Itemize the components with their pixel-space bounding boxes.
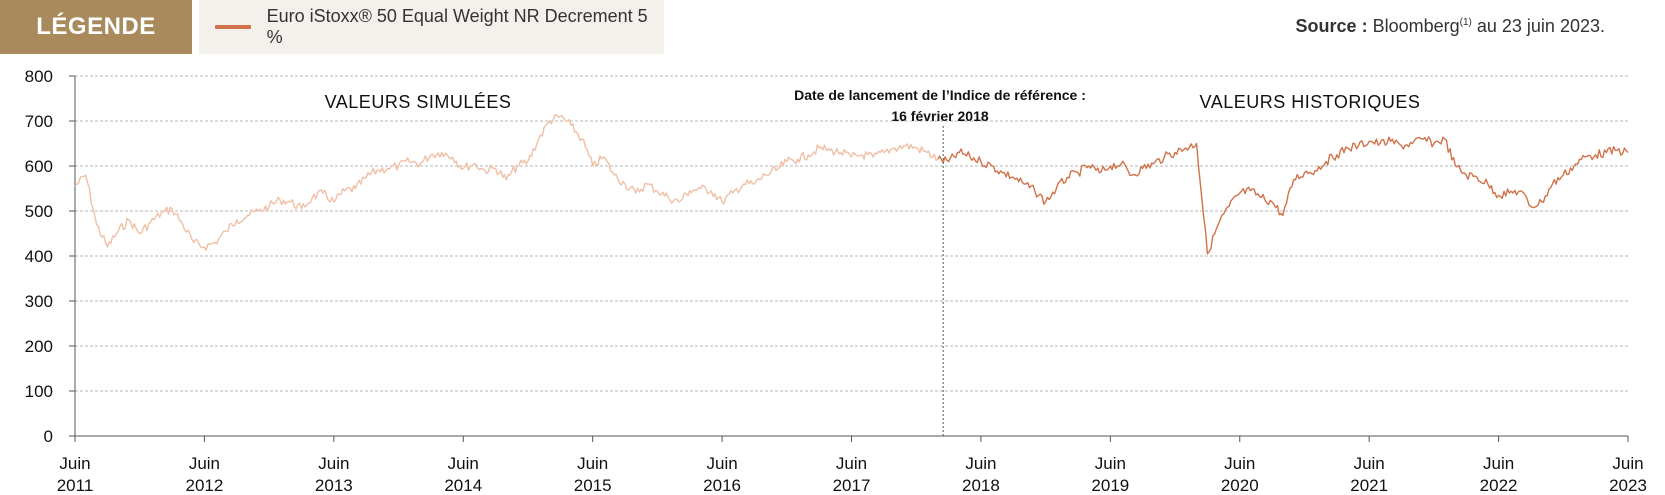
legend-series-label: Euro iStoxx® 50 Equal Weight NR Decremen…	[266, 6, 648, 47]
y-tick-label: 300	[25, 292, 53, 311]
x-axis: Juin 2011 Juin 2012 Juin 2013 Juin 2014 Juin 2015…	[57, 435, 1647, 495]
source-suffix: au 23 juin 2023.	[1471, 16, 1605, 36]
y-axis: 0 100 200 300 400 500 600 700 800	[25, 67, 76, 446]
x-tick-label-month: Juin	[965, 454, 996, 473]
x-tick-label-year: 2011	[57, 476, 94, 495]
simulated-label: VALEURS SIMULÉES	[325, 92, 512, 112]
x-tick-label-year: 2023	[1609, 476, 1647, 495]
x-tick-label-month: Juin	[577, 454, 608, 473]
x-tick-label-year: 2020	[1221, 476, 1259, 495]
x-tick-label-month: Juin	[836, 454, 867, 473]
historical-label: VALEURS HISTORIQUES	[1200, 92, 1421, 112]
y-tick-label: 600	[25, 157, 53, 176]
x-tick-label-year: 2019	[1091, 476, 1129, 495]
x-tick-label-month: Juin	[706, 454, 737, 473]
x-tick-label-year: 2018	[962, 476, 1000, 495]
x-tick-label-year: 2012	[186, 476, 224, 495]
launch-label-line1: Date de lancement de l’Indice de référen…	[794, 87, 1086, 103]
x-tick-label-year: 2013	[315, 476, 353, 495]
y-tick-label: 200	[25, 337, 53, 356]
x-tick-label-month: Juin	[1612, 454, 1643, 473]
source-text: Bloomberg	[1367, 16, 1460, 36]
source-note: Source : Bloomberg(1) au 23 juin 2023.	[1296, 16, 1605, 37]
series-lines	[74, 114, 1629, 255]
x-tick-label-year: 2021	[1350, 476, 1388, 495]
x-tick-label-month: Juin	[318, 454, 349, 473]
x-tick-label-month: Juin	[1354, 454, 1385, 473]
y-tick-label: 500	[25, 202, 53, 221]
grid	[75, 75, 1628, 392]
x-tick-label-year: 2017	[833, 476, 871, 495]
y-tick-label: 0	[44, 427, 53, 446]
x-tick-label-month: Juin	[1095, 454, 1126, 473]
x-tick-label-year: 2014	[444, 476, 482, 495]
x-tick-label-month: Juin	[59, 454, 90, 473]
legend-box: Euro iStoxx® 50 Equal Weight NR Decremen…	[199, 0, 664, 54]
source-sup: (1)	[1459, 17, 1472, 28]
x-tick-label-year: 2022	[1480, 476, 1518, 495]
source-bold: Source :	[1295, 16, 1368, 36]
y-tick-label: 700	[25, 112, 53, 131]
series-line-historical	[937, 136, 1629, 255]
x-tick-label-month: Juin	[448, 454, 479, 473]
x-tick-label-year: 2015	[574, 476, 612, 495]
x-tick-label-month: Juin	[189, 454, 220, 473]
series-line-simulated	[74, 114, 939, 251]
legend-tag: LÉGENDE	[0, 0, 192, 54]
x-tick-label-month: Juin	[1483, 454, 1514, 473]
x-tick-label-month: Juin	[1224, 454, 1255, 473]
legend-tag-label: LÉGENDE	[36, 13, 156, 40]
launch-label-line2: 16 février 2018	[891, 108, 989, 124]
legend-swatch	[215, 25, 251, 29]
y-tick-label: 800	[25, 67, 53, 86]
y-tick-label: 400	[25, 247, 53, 266]
x-tick-label-year: 2016	[703, 476, 741, 495]
y-tick-label: 100	[25, 382, 53, 401]
